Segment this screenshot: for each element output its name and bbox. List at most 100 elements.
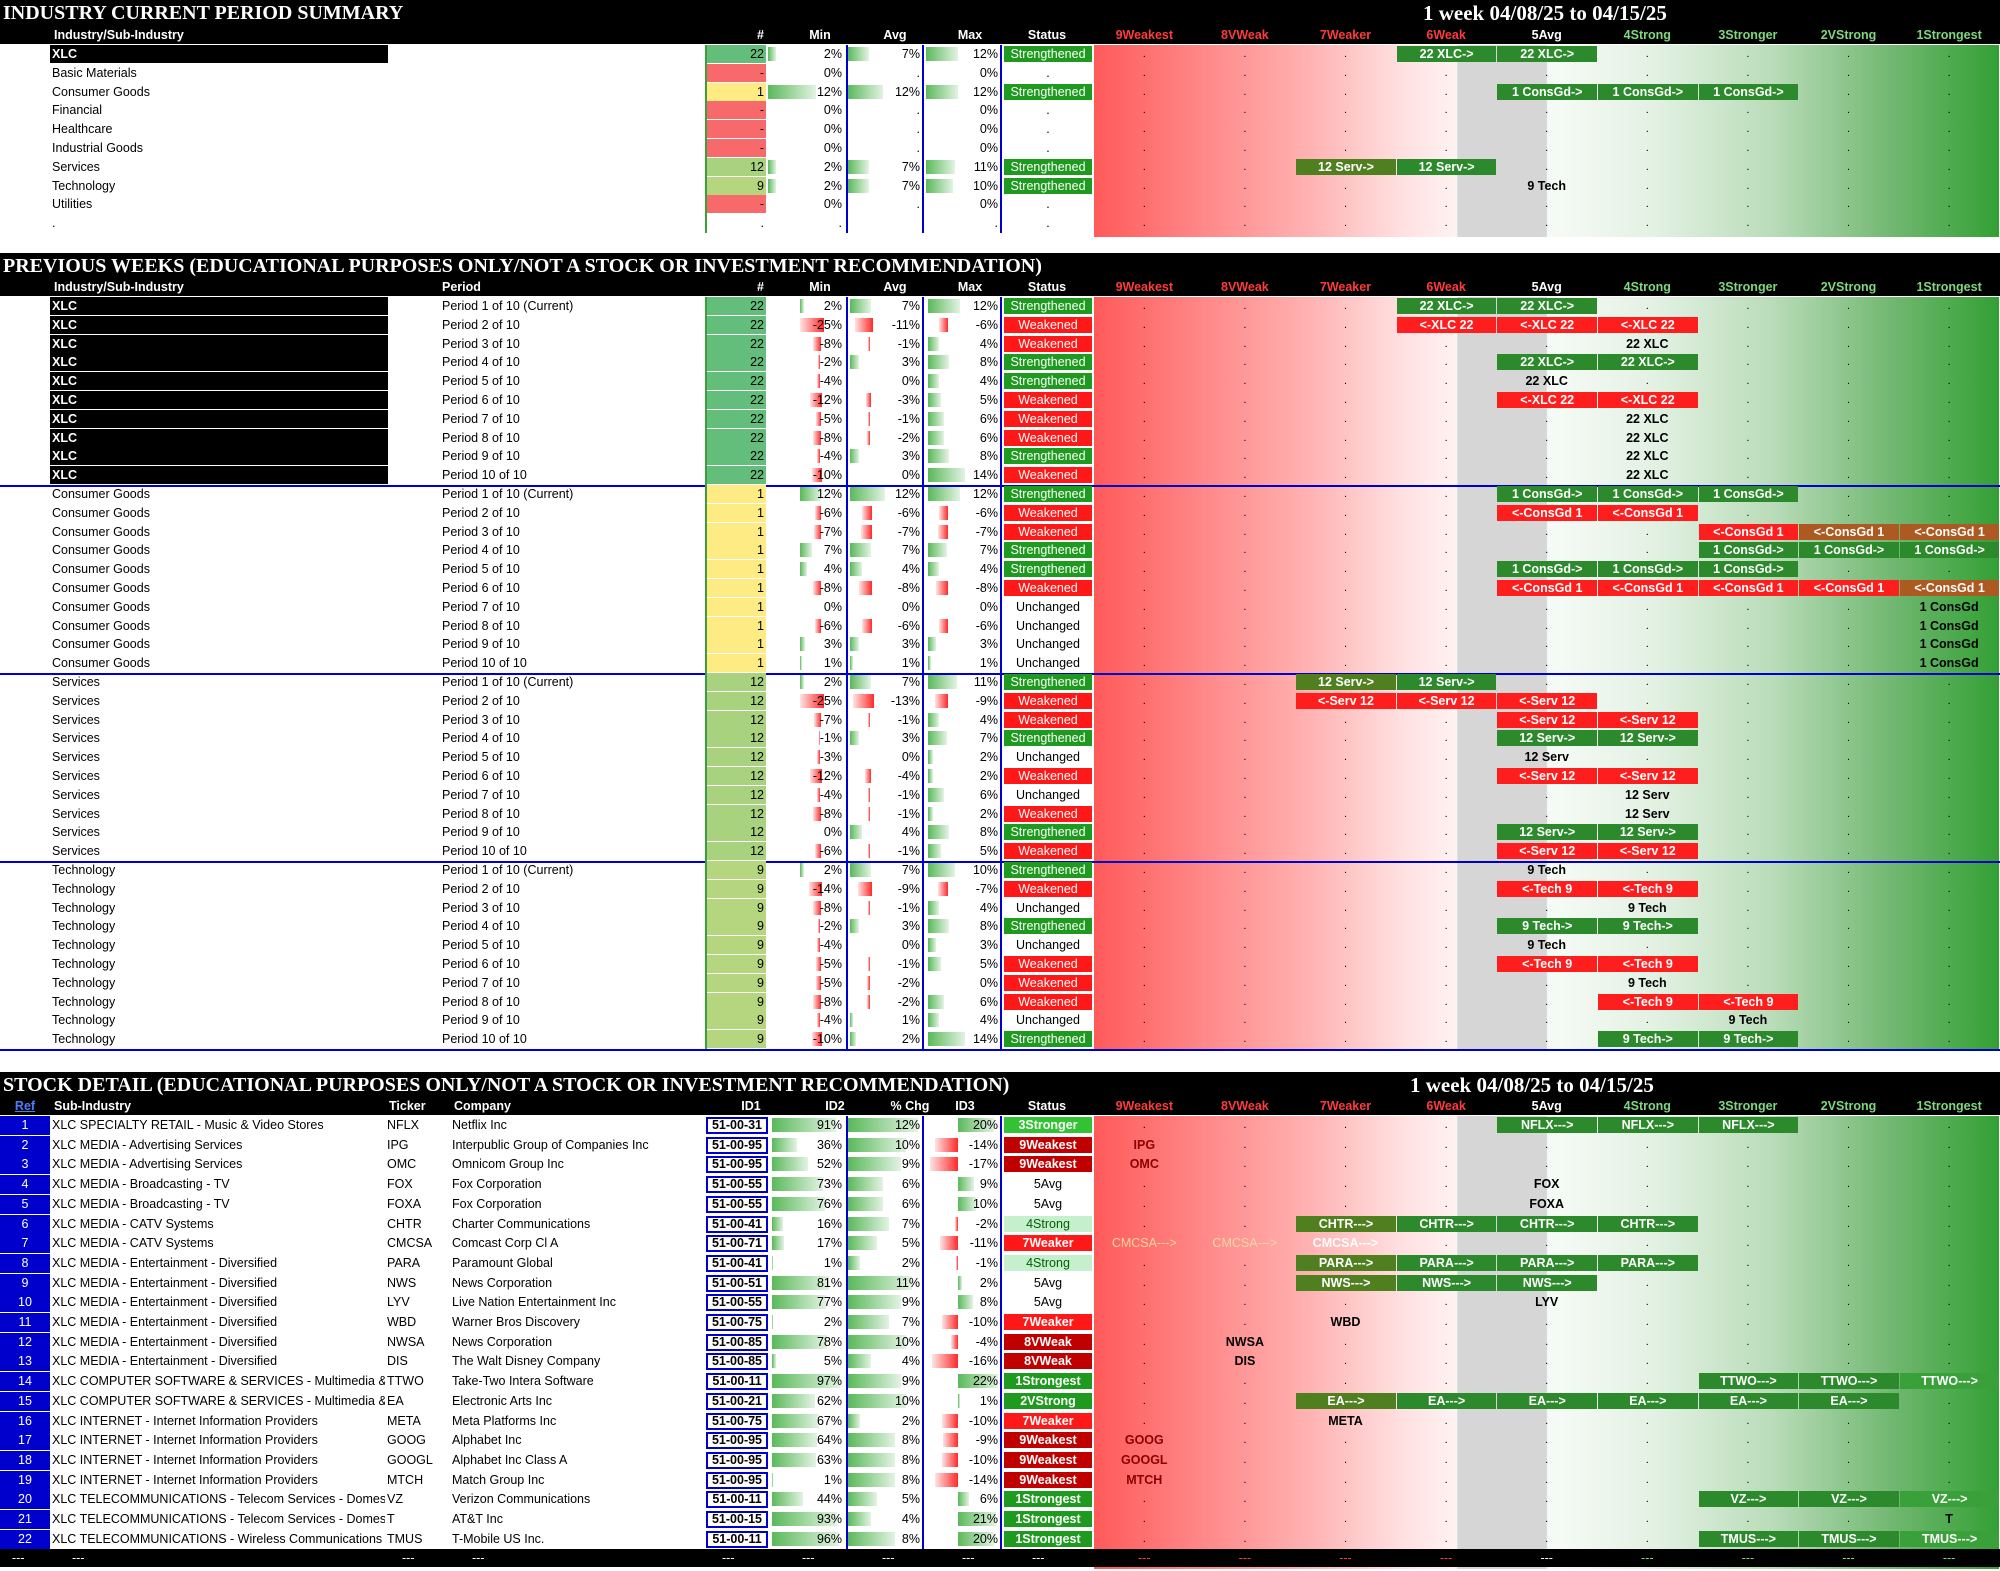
ticker[interactable]: GOOGL xyxy=(387,1452,433,1467)
period-row[interactable]: XLC Period 2 of 10 22 -25% -11% -6% Weakened <-… xyxy=(0,315,2000,334)
period-row[interactable]: Consumer Goods Period 4 of 10 1 7% 7% 7% Stren… xyxy=(0,541,2000,560)
rank-dot: . xyxy=(1243,826,1247,839)
ticker[interactable]: FOX xyxy=(387,1177,413,1192)
stock-row[interactable]: 19 XLC INTERNET - Internet Information Pr… xyxy=(0,1470,2000,1490)
period-row[interactable]: Services Period 8 of 10 12 -8% -1% 2% Weakened… xyxy=(0,804,2000,823)
period-row[interactable]: XLC Period 5 of 10 22 -4% 0% 4% Strengthened 22… xyxy=(0,372,2000,391)
summary-row[interactable]: Basic Materials -0%. 0%.......... xyxy=(0,63,2000,82)
period-row[interactable]: Consumer Goods Period 10 of 10 1 1% 1% 1% Unch… xyxy=(0,654,2000,673)
period-row[interactable]: Consumer Goods Period 5 of 10 1 4% 4% 4% Stren… xyxy=(0,560,2000,579)
stock-row[interactable]: 4 XLC MEDIA - Broadcasting - TV FOX Fox Cor… xyxy=(0,1175,2000,1195)
period-row[interactable]: Consumer Goods Period 9 of 10 1 3% 3% 3% Uncha… xyxy=(0,635,2000,654)
period-row[interactable]: Services Period 3 of 10 12 -7% -1% 4% Weakened… xyxy=(0,710,2000,729)
ticker[interactable]: LYV xyxy=(387,1295,410,1310)
period-row[interactable]: Technology Period 9 of 10 9 -4% 1% 4% Unchange… xyxy=(0,1011,2000,1030)
ticker[interactable]: T xyxy=(387,1512,395,1526)
period-row[interactable]: Consumer Goods Period 7 of 10 1 0% 0% 0% Uncha… xyxy=(0,597,2000,616)
stock-row[interactable]: 21 XLC TELECOMMUNICATIONS - Telecom Servi… xyxy=(0,1510,2000,1529)
ticker[interactable]: TMUS xyxy=(387,1531,423,1546)
period-row[interactable]: Technology Period 1 of 10 (Current) 9 2% 7% 1… xyxy=(0,861,2000,879)
period-row[interactable]: XLC Period 10 of 10 22 -10% 0% 14% Weakened 22 … xyxy=(0,466,2000,485)
period-row[interactable]: Technology Period 5 of 10 9 -4% 0% 3% Unchange… xyxy=(0,936,2000,955)
stock-row[interactable]: 1 XLC SPECIALTY RETAIL - Music & Video St… xyxy=(0,1116,2000,1135)
stock-row[interactable]: 12 XLC MEDIA - Entertainment - Diversifie… xyxy=(0,1332,2000,1352)
ticker[interactable]: FOXA xyxy=(387,1196,422,1211)
period-row[interactable]: Technology Period 3 of 10 9 -8% -1% 4% Unchang… xyxy=(0,898,2000,917)
period-row[interactable]: Technology Period 8 of 10 9 -8% -2% 6% Weakene… xyxy=(0,992,2000,1011)
stock-row[interactable]: 10 XLC MEDIA - Entertainment - Diversifie… xyxy=(0,1293,2000,1313)
stock-row[interactable]: 8 XLC MEDIA - Entertainment - Diversified… xyxy=(0,1253,2000,1273)
period-row[interactable]: Services Period 2 of 10 12 -25% -13% -9% Weake… xyxy=(0,691,2000,710)
period-row[interactable]: XLC Period 8 of 10 22 -8% -2% 6% Weakened 22 XL… xyxy=(0,428,2000,447)
ticker[interactable]: OMC xyxy=(387,1157,417,1172)
period-row[interactable]: XLC Period 1 of 10 (Current) 22 2% 7% 12% Stre… xyxy=(0,297,2000,315)
stock-row[interactable]: 3 XLC MEDIA - Advertising Services OMC Omni… xyxy=(0,1155,2000,1175)
ticker[interactable]: CHTR xyxy=(387,1216,422,1231)
period-row[interactable]: Services Period 4 of 10 12 -1% 3% 7% Strengthe… xyxy=(0,729,2000,748)
stock-row[interactable]: 22 XLC TELECOMMUNICATIONS - Wireless Comm… xyxy=(0,1529,2000,1549)
stock-row[interactable]: 11 XLC MEDIA - Entertainment - Diversifie… xyxy=(0,1313,2000,1332)
ticker[interactable]: GOOG xyxy=(387,1433,426,1448)
industry-name: Technology xyxy=(52,863,116,877)
summary-row[interactable]: Financial -0%. 0%.......... xyxy=(0,101,2000,120)
stock-row[interactable]: 17 XLC INTERNET - Internet Information Pr… xyxy=(0,1431,2000,1451)
col-header-ref[interactable]: Ref xyxy=(14,1099,36,1113)
stock-row[interactable]: 14 XLC COMPUTER SOFTWARE & SERVICES - Mul… xyxy=(0,1372,2000,1392)
stock-row[interactable]: 15 XLC COMPUTER SOFTWARE & SERVICES - Mul… xyxy=(0,1391,2000,1411)
ticker[interactable]: DIS xyxy=(387,1354,408,1369)
summary-row[interactable]: Healthcare -0%. 0%.......... xyxy=(0,120,2000,139)
period-row[interactable]: Services Period 9 of 10 12 0% 4% 8% Strengthen… xyxy=(0,823,2000,842)
period-row[interactable]: XLC Period 7 of 10 22 -5% -1% 6% Weakened 22 XL… xyxy=(0,409,2000,428)
ticker[interactable]: NFLX xyxy=(387,1118,419,1132)
period-row[interactable]: Technology Period 6 of 10 9 -5% -1% 5% Weakene… xyxy=(0,955,2000,973)
ticker[interactable]: NWSA xyxy=(387,1334,425,1349)
period-row[interactable]: Services Period 7 of 10 12 -4% -1% 6% Unchange… xyxy=(0,785,2000,804)
summary-row[interactable]: .............. xyxy=(0,214,2000,232)
period-row[interactable]: Technology Period 4 of 10 9 -2% 3% 8% Strength… xyxy=(0,917,2000,936)
stock-row[interactable]: 20 XLC TELECOMMUNICATIONS - Telecom Servi… xyxy=(0,1490,2000,1510)
stock-row[interactable]: 13 XLC MEDIA - Entertainment - Diversifie… xyxy=(0,1352,2000,1372)
summary-row[interactable]: Industrial Goods -0%. 0%.......... xyxy=(0,139,2000,157)
period-row[interactable]: Services Period 1 of 10 (Current) 12 2% 7% 11… xyxy=(0,673,2000,691)
stock-row[interactable]: 18 XLC INTERNET - Internet Information Pr… xyxy=(0,1450,2000,1470)
ticker[interactable]: WBD xyxy=(387,1315,417,1329)
period-row[interactable]: Technology Period 7 of 10 9 -5% -2% 0% Weakene… xyxy=(0,973,2000,992)
period-row[interactable]: Technology Period 2 of 10 9 -14% -9% -7% Weake… xyxy=(0,879,2000,898)
period-row[interactable]: Technology Period 10 of 10 9 -10% 2% 14% Stren… xyxy=(0,1030,2000,1049)
ticker[interactable]: PARA xyxy=(387,1255,421,1270)
period-row[interactable]: Consumer Goods Period 3 of 10 1 -7% -7% -7% We… xyxy=(0,522,2000,541)
period-row[interactable]: XLC Period 4 of 10 22 -2% 3% 8% Strengthened 22… xyxy=(0,353,2000,372)
stock-row[interactable]: 7 XLC MEDIA - CATV Systems CMCSA Comcast Co… xyxy=(0,1234,2000,1254)
summary-row[interactable]: Services 12 2% 7% 11% Strengthened 12 Serv-> 12… xyxy=(0,157,2000,176)
period-row[interactable]: Services Period 10 of 10 12 -6% -1% 5% Weakene… xyxy=(0,842,2000,861)
ticker[interactable]: META xyxy=(387,1413,421,1428)
stock-row[interactable]: 6 XLC MEDIA - CATV Systems CHTR Charter Com… xyxy=(0,1214,2000,1234)
period-row[interactable]: Consumer Goods Period 2 of 10 1 -6% -6% -6% We… xyxy=(0,503,2000,522)
summary-row[interactable]: Consumer Goods 1 12% 12% 12% Strengthened 1 Co… xyxy=(0,82,2000,101)
summary-row[interactable]: Technology 9 2% 7% 10% Strengthened 9 Tech....… xyxy=(0,176,2000,195)
min-cell: 0% xyxy=(823,599,842,614)
ticker[interactable]: MTCH xyxy=(387,1472,424,1487)
period-row[interactable]: XLC Period 6 of 10 22 -12% -3% 5% Weakened <-XL… xyxy=(0,391,2000,409)
period-row[interactable]: Consumer Goods Period 8 of 10 1 -6% -6% -6% Un… xyxy=(0,616,2000,635)
industry-name: Technology xyxy=(52,900,116,915)
ticker[interactable]: CMCSA xyxy=(387,1236,433,1251)
ticker[interactable]: EA xyxy=(387,1393,404,1408)
ticker[interactable]: NWS xyxy=(387,1275,417,1290)
ticker[interactable]: IPG xyxy=(387,1137,409,1152)
period-row[interactable]: XLC Period 3 of 10 22 -8% -1% 4% Weakened 22 XL… xyxy=(0,334,2000,353)
period-row[interactable]: XLC Period 9 of 10 22 -4% 3% 8% Strengthened 22… xyxy=(0,447,2000,466)
stock-row[interactable]: 2 XLC MEDIA - Advertising Services IPG Inte… xyxy=(0,1135,2000,1155)
stock-row[interactable]: 16 XLC INTERNET - Internet Information Pr… xyxy=(0,1411,2000,1431)
stock-row[interactable]: 5 XLC MEDIA - Broadcasting - TV FOXA Fox Co… xyxy=(0,1194,2000,1214)
summary-row[interactable]: Utilities -0%. 0%.......... xyxy=(0,195,2000,214)
period-row[interactable]: Services Period 5 of 10 12 -3% 0% 2% Unchanged… xyxy=(0,748,2000,767)
data-bar-positive xyxy=(800,637,806,652)
ticker[interactable]: TTWO xyxy=(387,1374,424,1389)
period-row[interactable]: Consumer Goods Period 6 of 10 1 -8% -8% -8% We… xyxy=(0,579,2000,597)
period-row[interactable]: Services Period 6 of 10 12 -12% -4% 2% Weakene… xyxy=(0,767,2000,785)
stock-row[interactable]: 9 XLC MEDIA - Entertainment - Diversified… xyxy=(0,1273,2000,1293)
summary-row[interactable]: XLC 22 2% 7% 12% Strengthened 22 XLC-> 22 XLC->… xyxy=(0,45,2000,63)
period-row[interactable]: Consumer Goods Period 1 of 10 (Current) 1 1… xyxy=(0,485,2000,503)
ticker[interactable]: VZ xyxy=(387,1492,403,1507)
